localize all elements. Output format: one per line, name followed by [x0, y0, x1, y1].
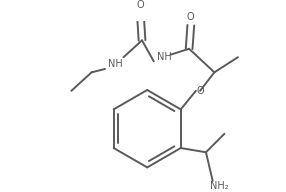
- Text: NH: NH: [108, 59, 122, 69]
- Text: O: O: [196, 86, 204, 96]
- Text: O: O: [136, 0, 144, 10]
- Text: NH₂: NH₂: [210, 181, 229, 191]
- Text: NH: NH: [156, 52, 171, 62]
- Text: O: O: [187, 12, 195, 22]
